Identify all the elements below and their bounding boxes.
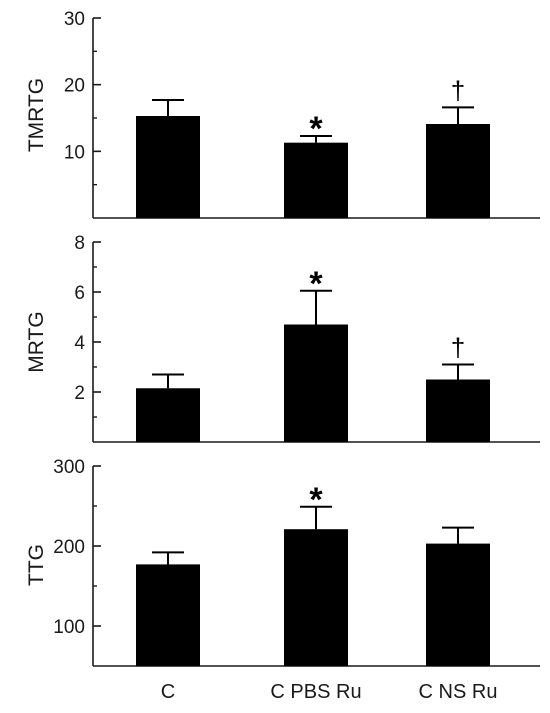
y-axis-title-ttg: TTG: [25, 544, 48, 586]
y-tick-label-mrtg-2: 6: [74, 283, 85, 304]
y-axis-title-mrtg: MRTG: [25, 311, 48, 372]
bar-ttg-c-ns-ru: [426, 543, 490, 666]
significance-marker-tmrtg-c-pbs-ru: *: [309, 110, 323, 148]
category-label-c-pbs-ru: C PBS Ru: [270, 681, 361, 703]
bar-ttg-c: [136, 564, 200, 666]
y-tick-label-mrtg-0: 2: [74, 383, 85, 404]
significance-marker-ttg-c-pbs-ru: *: [309, 481, 323, 519]
significance-marker-tmrtg-c-ns-ru: †: [451, 75, 465, 105]
bar-mrtg-c: [136, 388, 200, 442]
bar-mrtg-c-pbs-ru: [284, 324, 348, 442]
bar-tmrtg-c: [136, 116, 200, 218]
panel-mrtg: MRTG 2 4 6 8 * †: [25, 233, 540, 443]
category-label-c: C: [161, 681, 175, 703]
y-tick-label-tmrtg-1: 20: [64, 76, 85, 97]
y-tick-label-ttg-2: 300: [53, 457, 85, 478]
significance-marker-mrtg-c-pbs-ru: *: [309, 265, 323, 303]
x-category-labels: C C PBS Ru C NS Ru: [161, 681, 498, 703]
y-tick-label-ttg-0: 100: [53, 617, 85, 638]
y-axis-title-tmrtg: TMRTG: [25, 78, 48, 152]
bar-mrtg-c-ns-ru: [426, 379, 490, 442]
y-tick-label-mrtg-1: 4: [74, 333, 85, 354]
bar-ttg-c-pbs-ru: [284, 529, 348, 666]
bar-tmrtg-c-pbs-ru: [284, 142, 348, 218]
panel-tmrtg: TMRTG 10 20 30 * †: [25, 9, 540, 219]
bar-tmrtg-c-ns-ru: [426, 124, 490, 218]
y-tick-label-mrtg-3: 8: [74, 233, 85, 254]
significance-marker-mrtg-c-ns-ru: †: [451, 333, 465, 363]
y-tick-label-tmrtg-2: 30: [64, 9, 85, 30]
category-label-c-ns-ru: C NS Ru: [419, 681, 498, 703]
y-tick-label-ttg-1: 200: [53, 537, 85, 558]
y-tick-label-tmrtg-0: 10: [64, 142, 85, 163]
panel-ttg: TTG 100 200 300 *: [25, 457, 540, 667]
